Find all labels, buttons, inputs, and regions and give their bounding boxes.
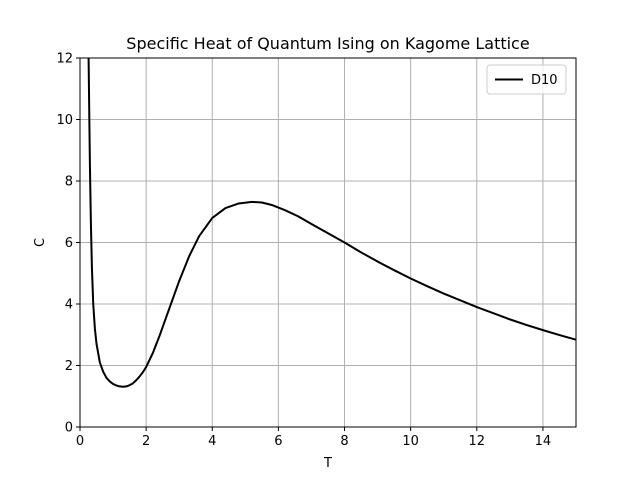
chart-title: Specific Heat of Quantum Ising on Kagome… bbox=[126, 34, 529, 53]
x-tick-label: 14 bbox=[535, 434, 552, 449]
legend-label: D10 bbox=[531, 73, 558, 88]
y-tick-label: 4 bbox=[65, 298, 73, 313]
x-tick-label: 2 bbox=[142, 434, 150, 449]
x-tick-label: 12 bbox=[469, 434, 486, 449]
y-tick-label: 12 bbox=[56, 52, 73, 67]
x-tick-label: 6 bbox=[274, 434, 282, 449]
legend: D10 bbox=[486, 64, 567, 95]
legend-box bbox=[486, 64, 567, 95]
y-tick-label: 0 bbox=[65, 421, 73, 436]
tick-layer: 0 2 4 6 8 10 12 14 0 2 4 6 8 10 12 bbox=[56, 52, 551, 450]
x-tick-label: 8 bbox=[340, 434, 348, 449]
y-tick-label: 2 bbox=[65, 359, 73, 374]
x-axis-label: T bbox=[323, 456, 332, 471]
y-tick-label: 10 bbox=[56, 113, 73, 128]
x-tick-label: 10 bbox=[402, 434, 419, 449]
x-tick-label: 4 bbox=[208, 434, 216, 449]
x-tick-label: 0 bbox=[76, 434, 84, 449]
y-axis-label: C bbox=[33, 238, 48, 247]
series-line-d10 bbox=[87, 57, 577, 388]
series-layer bbox=[87, 57, 577, 388]
y-tick-label: 8 bbox=[65, 175, 73, 190]
y-tick-label: 6 bbox=[65, 236, 73, 251]
